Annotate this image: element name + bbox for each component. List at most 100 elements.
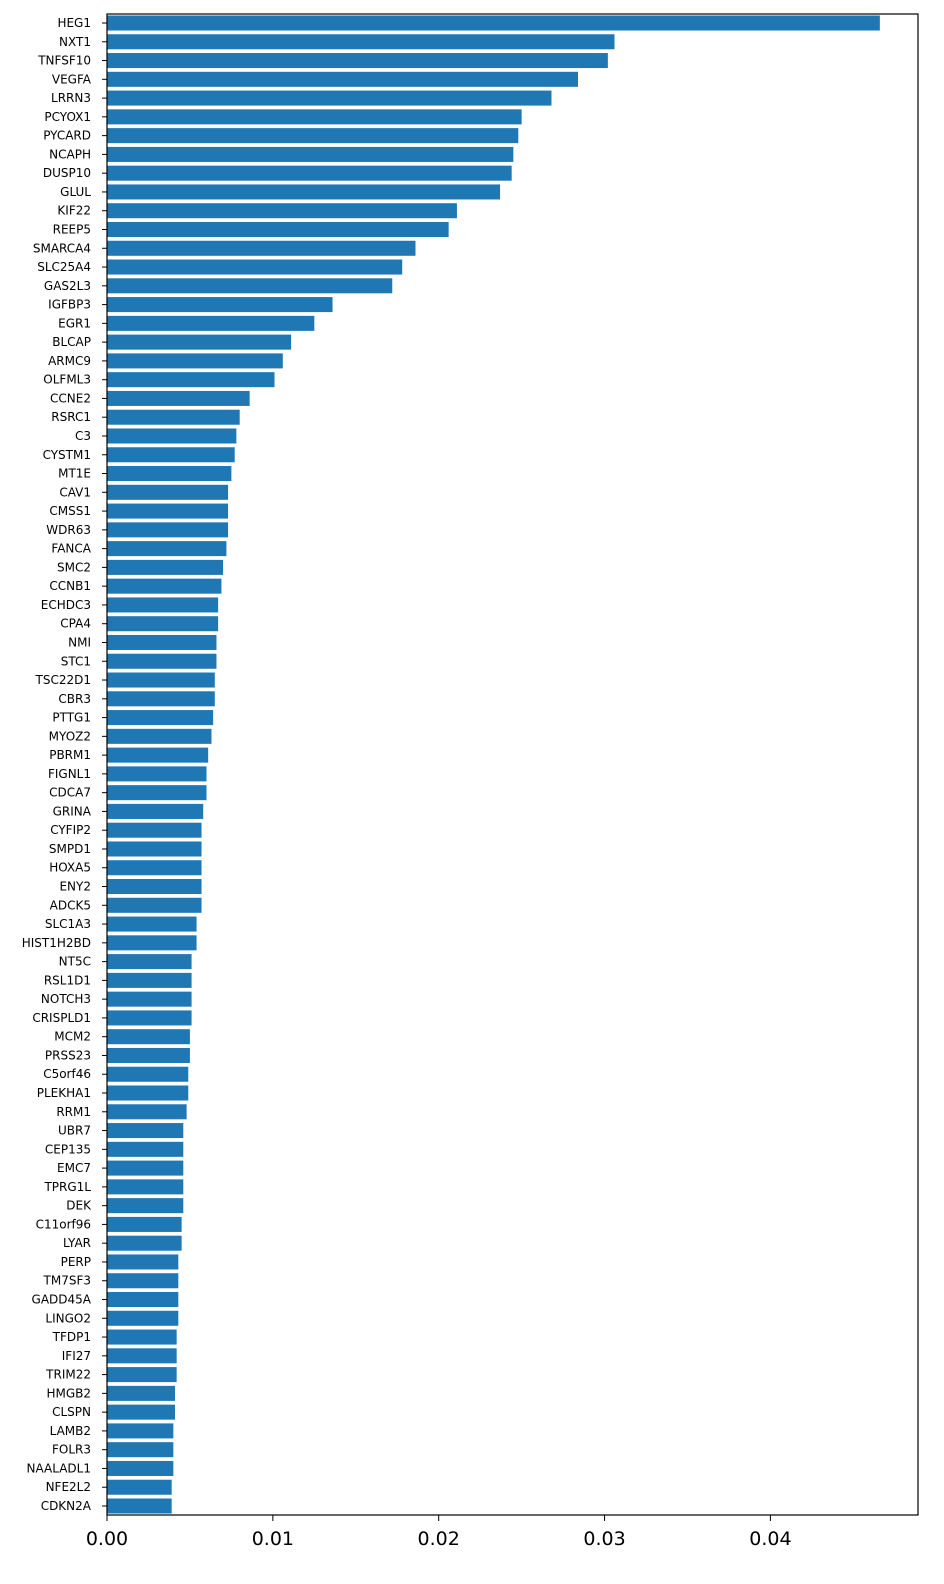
bar-emc7	[107, 1160, 184, 1176]
bar-crispld1	[107, 1010, 192, 1026]
y-tick-label: SMARCA4	[33, 241, 91, 255]
bar-myoz2	[107, 728, 212, 744]
bar-cmss1	[107, 503, 229, 519]
y-tick-label: ECHDC3	[41, 598, 91, 612]
y-tick-label: EMC7	[57, 1161, 91, 1175]
bar-lamb2	[107, 1423, 174, 1439]
bar-wdr63	[107, 522, 229, 538]
bar-notch3	[107, 991, 192, 1007]
y-tick-label: EGR1	[58, 316, 91, 330]
y-tick-label: PTTG1	[52, 711, 91, 725]
y-tick-label: PRSS23	[45, 1048, 91, 1062]
y-tick-label: CCNE2	[50, 391, 91, 405]
bar-hmgb2	[107, 1385, 175, 1401]
bar-c5orf46	[107, 1066, 189, 1082]
bar-cep135	[107, 1141, 184, 1157]
y-tick-label: GAS2L3	[44, 279, 91, 293]
y-tick-label: GLUL	[60, 185, 91, 199]
y-tick-label: CRISPLD1	[32, 1011, 91, 1025]
y-tick-label: FANCA	[51, 542, 91, 556]
y-tick-label: C5orf46	[43, 1067, 91, 1081]
y-tick-label: MCM2	[54, 1030, 91, 1044]
y-tick-label: CAV1	[59, 485, 91, 499]
y-tick-label: PLEKHA1	[37, 1086, 91, 1100]
y-tick-label: CEP135	[45, 1142, 91, 1156]
bar-grina	[107, 803, 204, 819]
y-tick-label: NAALADL1	[27, 1461, 91, 1475]
bar-tprg1l	[107, 1179, 184, 1195]
plot-frame	[106, 13, 919, 1516]
y-tick-label: HEG1	[57, 16, 91, 30]
y-tick-label: IGFBP3	[48, 298, 91, 312]
bar-lrrn3	[107, 90, 552, 106]
bar-folr3	[107, 1442, 174, 1458]
bar-naaladl1	[107, 1460, 174, 1476]
y-tick-label: CPA4	[60, 617, 91, 631]
x-tick-label: 0.02	[418, 1528, 460, 1550]
bar-tm7sf3	[107, 1273, 179, 1289]
y-tick-label: NT5C	[59, 955, 91, 969]
bar-ncaph	[107, 146, 514, 162]
bar-c11orf96	[107, 1216, 182, 1232]
bar-mt1e	[107, 466, 232, 482]
y-tick-label: PCYOX1	[44, 110, 91, 124]
y-tick-label: SMC2	[57, 560, 91, 574]
y-tick-label: GADD45A	[32, 1293, 92, 1307]
y-tick-label: MYOZ2	[49, 729, 91, 743]
y-tick-label: CMSS1	[49, 504, 91, 518]
y-tick-label: C3	[75, 429, 91, 443]
x-tick-label: 0.01	[252, 1528, 294, 1550]
bar-tsc22d1	[107, 672, 215, 688]
y-tick-label: C11orf96	[36, 1217, 91, 1231]
bar-nt5c	[107, 954, 192, 970]
y-tick-label: GRINA	[53, 804, 92, 818]
y-tick-label: CBR3	[58, 692, 91, 706]
bar-trim22	[107, 1367, 177, 1383]
y-tick-label: MT1E	[58, 467, 91, 481]
y-tick-label: TRIM22	[45, 1368, 91, 1382]
y-tick-label: STC1	[61, 654, 91, 668]
bar-olfml3	[107, 372, 275, 388]
y-tick-label: LINGO2	[45, 1311, 91, 1325]
bar-cdca7	[107, 785, 207, 801]
bar-vegfa	[107, 71, 579, 87]
y-tick-label: RSRC1	[51, 410, 91, 424]
bar-armc9	[107, 353, 283, 369]
y-tick-label: RSL1D1	[44, 973, 91, 987]
bar-adck5	[107, 897, 202, 913]
y-tick-label: KIF22	[57, 204, 91, 218]
bar-blcap	[107, 334, 292, 350]
y-tick-label: TFDP1	[52, 1330, 91, 1344]
bar-pttg1	[107, 710, 214, 726]
y-tick-label: WDR63	[46, 523, 91, 537]
y-tick-label: FOLR3	[52, 1443, 91, 1457]
bar-gas2l3	[107, 278, 393, 294]
bar-tnfsf10	[107, 53, 608, 69]
bar-clspn	[107, 1404, 175, 1420]
bar-cbr3	[107, 691, 215, 707]
y-tick-label: BLCAP	[52, 335, 91, 349]
y-tick-label: ARMC9	[48, 354, 91, 368]
bar-egr1	[107, 315, 315, 331]
y-tick-label: NXT1	[59, 35, 91, 49]
y-tick-label: HOXA5	[49, 861, 91, 875]
bar-c3	[107, 428, 237, 444]
y-tick-label: ENY2	[59, 880, 91, 894]
bar-reep5	[107, 221, 449, 237]
bar-cyfip2	[107, 822, 202, 838]
y-tick-label: CYSTM1	[43, 448, 91, 462]
bar-lyar	[107, 1235, 182, 1251]
y-tick-label: LAMB2	[50, 1424, 91, 1438]
bar-perp	[107, 1254, 179, 1270]
bar-rrm1	[107, 1104, 187, 1120]
y-tick-label: SLC1A3	[45, 917, 91, 931]
bar-ccnb1	[107, 578, 222, 594]
x-tick-label: 0.00	[86, 1528, 128, 1550]
y-tick-label: TNFSF10	[37, 54, 91, 68]
bar-smpd1	[107, 841, 202, 857]
y-tick-label: CLSPN	[52, 1405, 91, 1419]
y-tick-label: NFE2L2	[46, 1480, 91, 1494]
y-tick-label: CYFIP2	[50, 823, 91, 837]
bar-pbrm1	[107, 747, 209, 763]
y-tick-label: DEK	[66, 1199, 92, 1213]
